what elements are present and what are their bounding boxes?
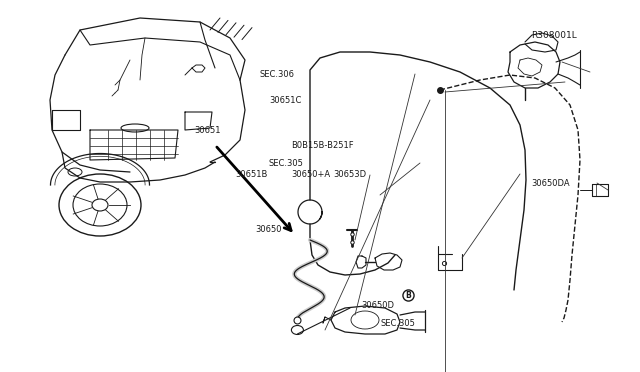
Text: 30650+A: 30650+A (291, 170, 330, 179)
Text: 30650: 30650 (255, 225, 282, 234)
Text: SEC.306: SEC.306 (259, 70, 294, 79)
Text: B0B15B-B251F: B0B15B-B251F (291, 141, 354, 150)
Text: R308001L: R308001L (531, 31, 577, 40)
Text: 30651C: 30651C (269, 96, 301, 105)
Text: SEC.305: SEC.305 (269, 159, 303, 168)
Text: 30651B: 30651B (236, 170, 268, 179)
Text: SEC.305: SEC.305 (381, 319, 415, 328)
Text: 30651: 30651 (195, 126, 221, 135)
Text: B: B (405, 291, 411, 300)
Text: 30650DA: 30650DA (531, 179, 570, 187)
Text: 30650D: 30650D (362, 301, 395, 310)
Text: 30653D: 30653D (333, 170, 366, 179)
